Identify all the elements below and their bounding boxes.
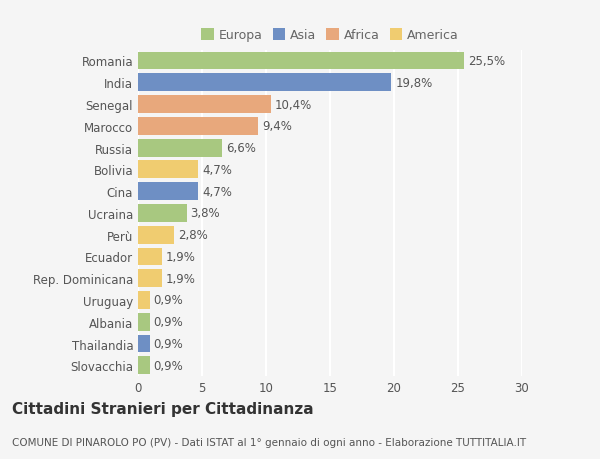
Bar — [138, 313, 149, 331]
Bar — [138, 205, 187, 222]
Text: 9,4%: 9,4% — [262, 120, 292, 133]
Text: 19,8%: 19,8% — [395, 77, 433, 90]
Bar — [138, 118, 259, 135]
Text: 1,9%: 1,9% — [166, 251, 196, 263]
Bar — [138, 226, 174, 244]
Bar — [138, 52, 464, 70]
Text: 4,7%: 4,7% — [202, 185, 232, 198]
Text: 10,4%: 10,4% — [275, 98, 312, 111]
Bar — [138, 96, 271, 114]
Bar — [138, 74, 391, 92]
Bar — [138, 161, 198, 179]
Bar — [138, 357, 149, 375]
Bar — [138, 291, 149, 309]
Bar — [138, 335, 149, 353]
Text: 0,9%: 0,9% — [154, 294, 183, 307]
Text: 0,9%: 0,9% — [154, 316, 183, 329]
Text: 3,8%: 3,8% — [190, 207, 220, 220]
Legend: Europa, Asia, Africa, America: Europa, Asia, Africa, America — [196, 24, 464, 47]
Bar — [138, 140, 223, 157]
Bar — [138, 183, 198, 201]
Text: 2,8%: 2,8% — [178, 229, 208, 241]
Text: 25,5%: 25,5% — [468, 55, 505, 68]
Text: 0,9%: 0,9% — [154, 337, 183, 350]
Bar — [138, 248, 163, 266]
Text: 0,9%: 0,9% — [154, 359, 183, 372]
Text: COMUNE DI PINAROLO PO (PV) - Dati ISTAT al 1° gennaio di ogni anno - Elaborazion: COMUNE DI PINAROLO PO (PV) - Dati ISTAT … — [12, 437, 526, 447]
Bar — [138, 270, 163, 287]
Text: 1,9%: 1,9% — [166, 272, 196, 285]
Text: 4,7%: 4,7% — [202, 163, 232, 176]
Text: Cittadini Stranieri per Cittadinanza: Cittadini Stranieri per Cittadinanza — [12, 401, 314, 416]
Text: 6,6%: 6,6% — [226, 142, 256, 155]
